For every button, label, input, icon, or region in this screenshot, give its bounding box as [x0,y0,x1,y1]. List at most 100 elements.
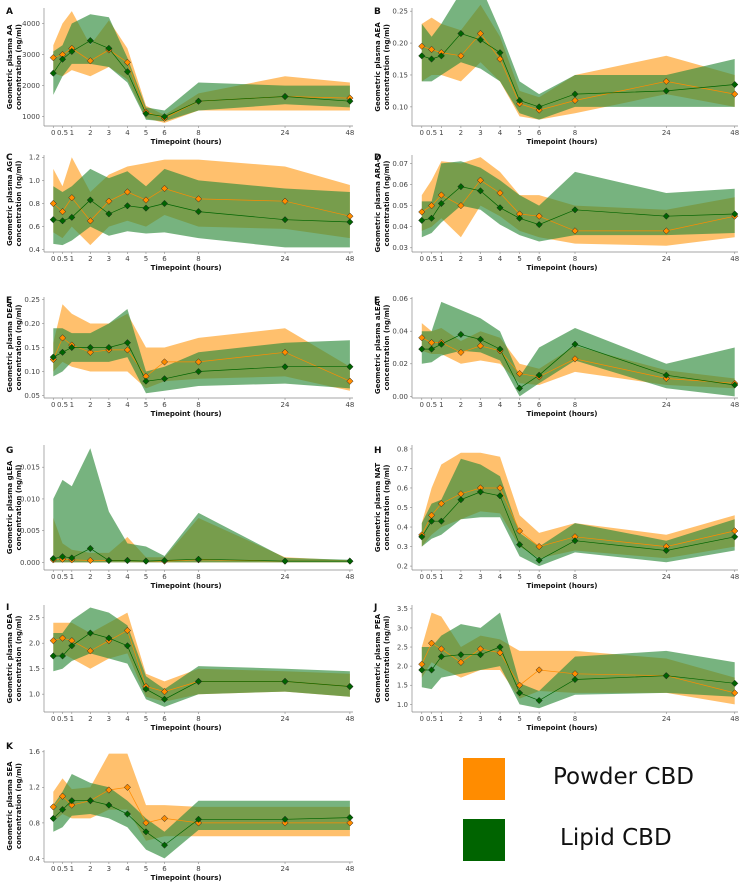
x-tick-label: 48 [345,401,354,409]
x-axis-label: Timepoint (hours) [526,410,597,418]
x-tick-label: 4 [125,715,130,723]
x-tick-label: 0.5 [57,401,68,409]
x-tick-label: 0 [420,401,424,409]
data-point-lipid [142,110,150,118]
y-axis-label: Geometric plasma ARA-S [374,154,382,252]
y-axis-label: concentration (ng/ml) [383,465,391,551]
data-point-powder [457,202,465,210]
x-tick-label: 5 [144,865,148,873]
x-axis-label: Timepoint (hours) [526,138,597,146]
panel-d: D 0.03 0.04 0.05 0.06 0.07 0 0.5 1 2 3 4 5 6 8 24 48 Time… [374,153,739,272]
data-point-powder [142,819,150,827]
data-point-lipid [86,797,94,805]
y-axis-label: concentration (ng/ml) [15,305,23,391]
data-point-powder [476,176,485,184]
data-point-powder [194,819,203,827]
x-tick-label: 0.5 [57,255,68,263]
data-point-lipid [105,634,113,642]
data-point-lipid [281,677,289,685]
data-point-lipid [418,52,426,60]
y-tick-label: 0.7 [397,465,408,473]
data-point-powder [123,188,131,196]
y-tick-label: 0.05 [392,202,408,210]
y-tick-label: 0.000 [20,559,40,567]
y-tick-label: 1.6 [29,748,41,756]
panel-letter: G [6,446,13,456]
data-point-lipid [160,556,169,565]
data-point-lipid [194,555,203,563]
x-tick-label: 3 [107,715,111,723]
x-tick-label: 2 [88,401,92,409]
data-point-lipid [105,801,113,809]
x-tick-label: 2 [459,401,463,409]
x-tick-label: 6 [162,401,167,409]
x-tick-label: 0 [51,715,55,723]
x-tick-label: 24 [281,573,290,581]
data-point-lipid [68,343,76,352]
panel-a: A 1000 2000 3000 4000 0 0.5 1 2 3 4 5 6 8 24 48 Timepoin… [6,7,354,146]
y-axis-label: concentration (ng/ml) [15,763,23,849]
data-point-lipid [662,672,670,680]
x-tick-label: 2 [88,715,92,723]
y-axis-label: concentration (ng/ml) [15,616,23,702]
panel-c: C 0.4 0.6 0.8 1.0 1.2 0 0.5 1 2 3 4 5 6 8 24 48 Timepoint… [6,153,354,272]
data-point-lipid [123,556,131,565]
x-tick-label: 3 [107,865,111,873]
data-point-lipid [160,841,169,849]
data-point-lipid [731,210,739,218]
y-axis-label: Geometric plasma PEA [374,613,382,703]
x-axis-label: Timepoint (hours) [151,582,222,590]
x-tick-label: 8 [196,573,200,581]
y-axis-label: Geometric plasma NAT [374,463,382,553]
x-tick-label: 0 [51,401,55,409]
data-point-powder [496,55,504,63]
x-tick-label: 24 [281,401,290,409]
x-tick-label: 0 [420,715,424,723]
ci-band-lipid [53,14,350,122]
data-point-lipid [281,92,289,101]
y-tick-label: 1.0 [397,701,408,709]
x-tick-label: 8 [573,715,577,723]
data-point-lipid [86,196,94,204]
data-point-lipid [662,87,670,95]
x-tick-label: 1 [439,401,443,409]
data-point-lipid [123,68,131,76]
data-point-powder [418,334,426,342]
data-point-lipid [68,47,76,56]
data-point-lipid [142,204,150,212]
data-point-lipid [123,202,131,210]
x-tick-label: 5 [517,255,521,263]
data-point-powder [535,543,543,551]
data-point-lipid [142,557,150,565]
data-point-lipid [68,213,76,221]
y-axis-label: Geometric plasma DEA [6,302,14,392]
y-tick-label: 0.03 [392,244,408,252]
x-tick-label: 24 [281,129,290,137]
data-point-lipid [418,666,426,674]
data-point-lipid [496,49,504,57]
x-tick-label: 8 [573,401,577,409]
x-tick-label: 48 [345,573,354,581]
data-point-lipid [346,814,354,822]
data-point-lipid [346,97,354,105]
data-point-lipid [68,797,76,805]
data-point-powder [418,42,426,50]
x-tick-label: 8 [573,573,577,581]
data-point-lipid [731,381,739,389]
x-tick-label: 1 [439,255,443,263]
x-tick-label: 48 [730,401,739,409]
y-tick-label: 0.005 [20,527,40,535]
x-tick-label: 6 [537,715,542,723]
data-point-powder [496,484,504,492]
ci-band-lipid [53,774,350,859]
x-tick-label: 8 [196,715,200,723]
data-point-lipid [516,689,524,697]
data-point-lipid [428,666,436,674]
data-point-powder [428,45,436,54]
data-point-powder [49,637,57,645]
x-tick-label: 4 [498,129,503,137]
y-tick-label: 0.06 [392,295,408,303]
data-point-lipid [86,544,94,552]
data-point-lipid [571,206,579,214]
x-tick-label: 24 [281,255,290,263]
